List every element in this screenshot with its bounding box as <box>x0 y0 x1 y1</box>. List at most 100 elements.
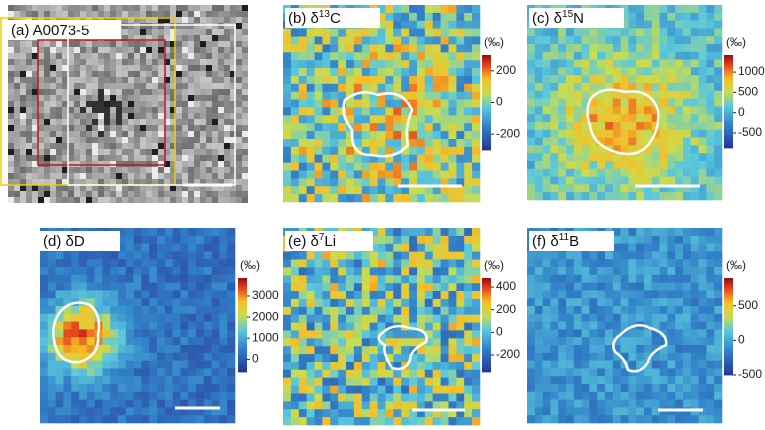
map-pixel <box>628 243 637 252</box>
image-pixel <box>38 131 44 137</box>
map-pixel <box>353 83 363 92</box>
map-pixel <box>306 401 315 410</box>
map-pixel <box>667 259 676 268</box>
image-pixel <box>230 155 236 161</box>
map-pixel <box>612 290 621 299</box>
image-pixel <box>218 149 224 155</box>
map-pixel <box>298 75 307 85</box>
map-pixel <box>393 377 402 386</box>
map-pixel <box>534 321 543 330</box>
image-pixel <box>176 59 182 65</box>
map-pixel <box>424 283 433 292</box>
map-pixel <box>86 298 95 307</box>
image-pixel <box>194 89 200 95</box>
image-pixel <box>14 161 20 167</box>
image-pixel <box>146 53 152 59</box>
image-pixel <box>230 149 236 155</box>
map-pixel <box>385 275 394 284</box>
map-pixel <box>440 369 449 378</box>
map-pixel <box>644 176 653 185</box>
map-pixel <box>597 114 606 123</box>
colorbar-segment <box>482 367 491 371</box>
map-pixel <box>605 168 614 177</box>
map-pixel <box>589 44 598 53</box>
colorbar-segment <box>482 320 491 324</box>
map-pixel <box>102 376 111 385</box>
colorbar-segment <box>482 350 491 354</box>
image-pixel <box>80 131 86 137</box>
image-pixel <box>230 53 236 59</box>
image-pixel <box>26 59 32 65</box>
map-pixel <box>55 407 64 416</box>
colorbar-segment <box>238 341 247 345</box>
map-pixel <box>644 399 653 408</box>
map-pixel <box>573 145 582 154</box>
image-pixel <box>128 17 134 23</box>
image-pixel <box>176 41 182 47</box>
map-pixel <box>79 391 88 400</box>
map-pixel <box>550 290 559 299</box>
map-pixel <box>40 267 49 276</box>
map-pixel <box>330 131 339 140</box>
map-pixel <box>464 60 473 69</box>
colorbar-segment <box>724 365 733 369</box>
image-pixel <box>44 71 50 77</box>
map-pixel <box>659 384 668 393</box>
map-pixel <box>346 44 355 53</box>
map-pixel <box>432 131 441 140</box>
image-pixel <box>140 137 146 143</box>
map-pixel <box>94 391 103 400</box>
map-pixel <box>667 251 676 260</box>
map-pixel <box>346 385 355 394</box>
image-pixel <box>170 137 176 143</box>
map-pixel <box>534 251 543 260</box>
map-pixel <box>314 44 323 53</box>
map-pixel <box>432 401 441 410</box>
map-pixel <box>118 368 127 377</box>
map-pixel <box>353 322 363 331</box>
image-pixel <box>236 113 242 119</box>
map-pixel <box>369 354 378 363</box>
colorbar-segment <box>724 108 733 112</box>
image-pixel <box>200 77 206 83</box>
map-pixel <box>393 83 402 92</box>
map-pixel <box>620 106 629 115</box>
map-pixel <box>527 114 536 123</box>
colorbar-segment <box>238 339 247 342</box>
map-pixel <box>346 139 355 148</box>
image-pixel <box>104 11 110 17</box>
map-pixel <box>651 290 660 299</box>
map-pixel <box>338 314 347 323</box>
map-pixel <box>149 345 158 354</box>
map-pixel <box>605 376 614 385</box>
map-pixel <box>353 283 363 292</box>
map-pixel <box>219 368 228 377</box>
map-pixel <box>393 291 402 300</box>
image-pixel <box>110 47 116 53</box>
map-pixel <box>558 59 567 68</box>
image-pixel <box>92 101 98 107</box>
image-pixel <box>224 65 230 71</box>
map-pixel <box>290 91 300 100</box>
image-pixel <box>146 83 152 89</box>
image-pixel <box>50 41 56 47</box>
map-pixel <box>527 352 536 361</box>
map-pixel <box>219 415 228 424</box>
map-pixel <box>683 28 692 37</box>
map-pixel <box>605 415 614 424</box>
map-pixel <box>377 235 386 245</box>
map-pixel <box>196 306 205 315</box>
image-pixel <box>152 197 158 203</box>
map-pixel <box>172 391 181 400</box>
map-pixel <box>79 415 88 424</box>
map-pixel <box>393 409 402 418</box>
map-pixel <box>322 60 331 69</box>
map-pixel <box>283 362 292 371</box>
map-pixel <box>566 376 575 385</box>
map-pixel <box>448 131 457 140</box>
map-pixel <box>346 377 355 386</box>
map-pixel <box>40 259 49 268</box>
map-pixel <box>164 274 173 283</box>
map-pixel <box>219 228 228 237</box>
map-pixel <box>401 68 410 77</box>
